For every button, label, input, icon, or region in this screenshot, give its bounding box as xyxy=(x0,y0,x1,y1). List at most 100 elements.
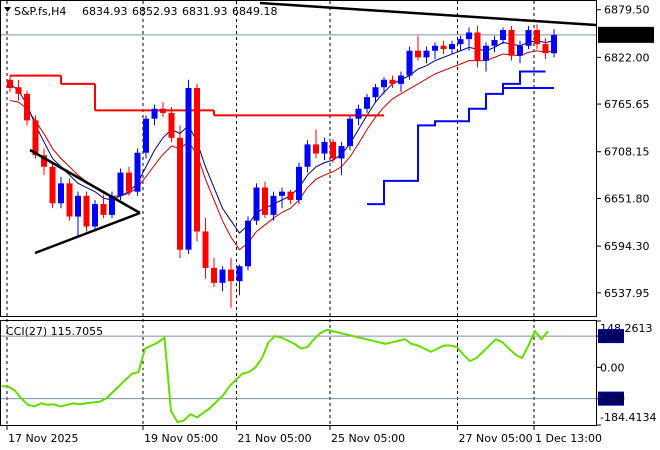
bear-candle xyxy=(66,183,73,217)
candles xyxy=(7,24,557,308)
time-tick-label: 27 Nov 05:00 xyxy=(459,432,533,445)
bear-candle xyxy=(49,166,56,204)
bull-candle xyxy=(525,30,532,46)
bear-candle xyxy=(389,79,396,84)
bull-candle xyxy=(372,87,379,98)
chart-header: S&P.fs,H4 6834.93 6852.93 6831.93 6849.1… xyxy=(4,5,278,18)
bull-candle xyxy=(457,39,464,45)
bull-candle xyxy=(253,187,260,221)
bear-candle xyxy=(160,108,166,113)
price-tick-label: 6822.00 xyxy=(604,51,650,64)
cci-line xyxy=(1,328,549,424)
header-open: 6834.93 xyxy=(82,5,128,18)
trend-line-upper xyxy=(29,148,141,215)
bear-candle xyxy=(542,44,549,54)
bull-candle xyxy=(381,79,387,88)
current-price-label: 6849.18 xyxy=(602,29,648,42)
bull-candle xyxy=(151,108,158,119)
time-tick-label: 17 Nov 2025 xyxy=(8,432,78,445)
time-tick-label: 19 Nov 05:00 xyxy=(144,432,218,445)
price-tick-label: 6765.65 xyxy=(604,98,650,111)
current-price-tag xyxy=(598,26,654,43)
trend-lines xyxy=(29,1,597,255)
bull-candle xyxy=(466,32,472,40)
bull-candle xyxy=(117,172,124,196)
bear-candle xyxy=(100,204,107,215)
bull-candle xyxy=(364,97,370,109)
cci-tick-label: -184.4134 xyxy=(600,411,656,424)
bull-candle xyxy=(270,195,277,215)
axes: 6879.50 6822.00 6765.65 6708.15 6651.80 6594.… xyxy=(6,4,656,445)
cci-indicator xyxy=(1,328,596,424)
bull-candle xyxy=(109,195,115,215)
cci-tick-label: -100 xyxy=(600,393,625,406)
cci-level-tag xyxy=(598,329,624,344)
bear-candle xyxy=(508,30,515,56)
trend-line-top xyxy=(259,1,597,27)
bull-candle xyxy=(483,45,489,61)
price-tick-label: 6879.50 xyxy=(604,4,650,17)
bull-candle xyxy=(355,108,362,119)
bear-candle xyxy=(24,93,30,121)
header-symbol: S&P.fs,H4 xyxy=(14,5,66,18)
bear-candle xyxy=(126,172,132,192)
bull-candle xyxy=(236,266,243,282)
support-trail xyxy=(367,70,546,206)
bear-candle xyxy=(415,50,421,58)
time-tick-label: 25 Nov 05:00 xyxy=(331,432,405,445)
bull-candle xyxy=(500,30,506,40)
bull-candle xyxy=(347,118,353,147)
bull-candle xyxy=(219,269,226,283)
bull-candle xyxy=(517,45,523,56)
bear-candle xyxy=(83,195,90,227)
cci-tick-label: 0.00 xyxy=(600,361,625,374)
price-panel-frame xyxy=(0,0,597,317)
bear-candle xyxy=(313,144,319,154)
price-tick-label: 6708.15 xyxy=(604,146,650,159)
bull-candle xyxy=(92,204,98,227)
bull-candle xyxy=(398,75,404,84)
bear-candle xyxy=(202,231,209,268)
price-tick-label: 6651.80 xyxy=(604,192,650,205)
header-high: 6852.93 xyxy=(132,5,178,18)
bear-candle xyxy=(168,112,175,138)
cci-panel-frame xyxy=(0,320,597,426)
bear-candle xyxy=(177,137,183,250)
bull-candle xyxy=(491,39,498,46)
time-tick-label: 1 Dec 13:00 xyxy=(535,432,602,445)
time-tick-label: 21 Nov 05:00 xyxy=(238,432,312,445)
bear-candle xyxy=(440,45,447,50)
bear-candle xyxy=(194,88,200,232)
grid xyxy=(6,1,535,425)
bull-candle xyxy=(321,141,328,154)
header-low: 6831.93 xyxy=(182,5,228,18)
bull-candle xyxy=(551,34,557,54)
bull-candle xyxy=(406,50,413,76)
bear-candle xyxy=(330,141,336,159)
bull-candle xyxy=(432,45,438,51)
bull-candle xyxy=(75,195,81,217)
bear-candle xyxy=(287,191,294,200)
cci-level-tag xyxy=(598,391,624,406)
bear-candle xyxy=(474,32,481,61)
cci-label: CCI(27) 115.7055 xyxy=(6,325,103,338)
bull-candle xyxy=(245,220,251,267)
bear-candle xyxy=(15,87,22,94)
price-tick-label: 6537.95 xyxy=(604,287,650,300)
bull-candle xyxy=(304,144,311,167)
bear-candle xyxy=(7,79,13,89)
bull-candle xyxy=(296,166,302,200)
price-tick-label: 6594.30 xyxy=(604,240,650,253)
bear-candle xyxy=(211,267,217,283)
bull-candle xyxy=(58,183,64,204)
bear-candle xyxy=(534,30,540,45)
bull-candle xyxy=(449,44,455,50)
header-close: 6849.18 xyxy=(232,5,278,18)
bull-candle xyxy=(338,146,345,159)
cci-tick-label: 100 xyxy=(600,330,621,343)
bear-candle xyxy=(262,187,268,215)
header-arrow-icon xyxy=(4,7,11,12)
bull-candle xyxy=(185,88,192,250)
bull-candle xyxy=(279,191,285,196)
